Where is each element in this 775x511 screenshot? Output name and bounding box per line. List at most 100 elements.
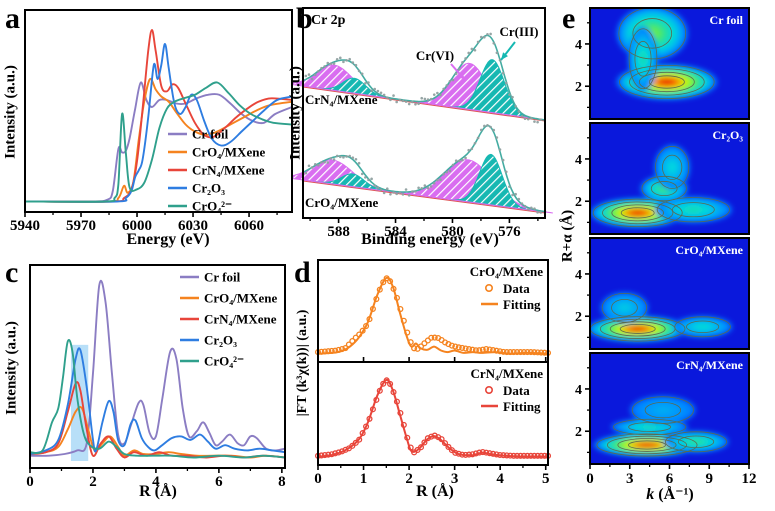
- xps-data-point: [533, 120, 536, 123]
- xps-data-point: [360, 72, 364, 76]
- xps-data-point: [323, 160, 326, 164]
- tick-label: 6000: [122, 218, 152, 234]
- data-marker: [455, 344, 462, 351]
- tick-label: 1: [360, 471, 368, 487]
- xps-data-point: [429, 185, 433, 188]
- exafs-ft-chart: 0 2 4 6 8 Cr foil CrO₄/MXene CrN₄/MXene Cr₂O₃ CrO…: [26, 264, 286, 490]
- plot-frame: [24, 9, 293, 213]
- data-marker: [387, 278, 394, 285]
- data-marker: [445, 443, 452, 451]
- data-marker: [496, 451, 503, 459]
- panel-letter-d: d: [294, 256, 311, 289]
- contour-line: [664, 431, 728, 453]
- contour-line: [686, 320, 720, 334]
- xps-data-point: [414, 102, 417, 106]
- data-marker: [483, 345, 490, 353]
- series-line-0: [29, 279, 286, 457]
- xps-data-point: [367, 178, 370, 182]
- data-marker: [500, 452, 507, 459]
- xanes-x-axis-label: Energy (eV): [126, 231, 210, 248]
- data-marker: [342, 446, 349, 453]
- xps-data-point: [376, 89, 380, 93]
- xps-data-point: [335, 154, 339, 158]
- xps-chart: CrN₄/MXene CrO₄/MXene Cr(VI) Cr(III) Cr 2p 58…: [293, 7, 553, 240]
- tick-label: 0: [314, 471, 322, 487]
- tick-label: 576: [498, 224, 521, 240]
- data-marker: [325, 451, 332, 458]
- xps-data-point: [423, 97, 427, 101]
- xps-data-point: [461, 158, 464, 162]
- plot-frame: [317, 361, 549, 466]
- subplot-title: CrO₄/MXene: [470, 264, 543, 279]
- data-marker: [534, 452, 541, 459]
- tick-label: 580: [441, 224, 464, 240]
- xps-data-point: [335, 57, 339, 61]
- wavelet-x-axis-label-units: (Å⁻¹): [654, 486, 694, 503]
- contour-line: [662, 154, 683, 181]
- tick-label: 4: [152, 474, 160, 490]
- data-marker: [486, 450, 493, 457]
- data-marker: [462, 345, 469, 352]
- legend-label: Cr₂O₃: [204, 333, 237, 348]
- xps-data-point: [354, 63, 358, 67]
- data-marker: [335, 346, 342, 353]
- xps-data-point: [395, 192, 398, 196]
- data-marker: [363, 322, 370, 330]
- legend-label: CrO₄/MXene: [204, 291, 277, 306]
- panel-b: b CrN₄/MXene CrO₄/MXene Cr(VI) Cr(III) Cr 2p…: [288, 0, 560, 250]
- contour-line: [609, 321, 666, 337]
- data-marker: [407, 444, 414, 451]
- data-marker: [345, 341, 352, 348]
- xps-data-point: [420, 96, 424, 100]
- data-marker: [328, 347, 335, 354]
- contour-line: [656, 197, 730, 223]
- xps-component-CrO₄/MXene-3: [312, 173, 393, 193]
- xps-data-point: [389, 98, 392, 102]
- data-marker: [397, 409, 404, 417]
- xps-data-point: [436, 91, 439, 95]
- data-marker: [462, 451, 469, 458]
- xps-data-point: [310, 166, 314, 169]
- legend-label: CrN₄/MXene: [192, 163, 265, 178]
- contour-line: [644, 401, 682, 419]
- data-marker: [527, 452, 534, 459]
- data-marker: [390, 285, 397, 292]
- data-marker: [428, 334, 435, 341]
- data-marker: [369, 305, 376, 312]
- heatmap-blob-ring: [669, 163, 676, 172]
- annotation-arrowhead: [501, 52, 508, 60]
- xps-data-point: [439, 178, 442, 182]
- xps-data-point: [326, 161, 330, 164]
- xps-data-point: [501, 158, 505, 162]
- xps-data-point: [351, 156, 355, 160]
- xps-data-point: [329, 62, 333, 65]
- xps-data-point: [398, 98, 402, 102]
- data-marker: [527, 349, 534, 356]
- data-marker: [486, 346, 493, 353]
- xps-data-point: [360, 172, 364, 176]
- xps-data-point: [458, 67, 461, 71]
- xps-data-point: [526, 207, 530, 211]
- contour-line: [611, 204, 664, 222]
- xps-data-point: [504, 81, 508, 85]
- legend-data-label: Data: [503, 383, 530, 398]
- xps-data-point: [389, 192, 392, 196]
- data-marker: [366, 316, 373, 323]
- xps-data-point: [461, 60, 464, 64]
- xps-data-point: [517, 110, 521, 113]
- heatmap-blob-ring: [629, 326, 646, 332]
- xps-data-point: [332, 158, 336, 161]
- contour-line: [606, 435, 687, 455]
- xps-data-point: [307, 73, 311, 76]
- data-marker: [448, 342, 455, 349]
- xps-data-point: [511, 193, 514, 197]
- xps-data-point: [436, 178, 439, 182]
- tick-label: 3: [626, 471, 634, 487]
- heatmap-blob-ring: [630, 210, 646, 216]
- data-marker: [411, 345, 418, 352]
- data-marker: [380, 380, 387, 387]
- xps-data-point: [517, 197, 521, 201]
- tick-label: 6: [215, 474, 223, 490]
- data-marker: [376, 286, 383, 293]
- xps-data-point: [442, 87, 445, 91]
